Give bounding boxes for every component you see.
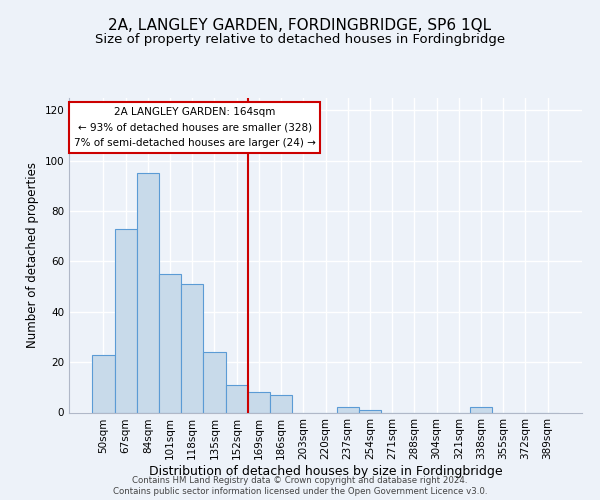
Bar bbox=[115, 228, 137, 412]
Bar bbox=[181, 284, 203, 412]
Bar bbox=[137, 173, 159, 412]
Bar bbox=[359, 410, 381, 412]
Bar bbox=[159, 274, 181, 412]
Text: Contains HM Land Registry data © Crown copyright and database right 2024.: Contains HM Land Registry data © Crown c… bbox=[132, 476, 468, 485]
Bar bbox=[248, 392, 270, 412]
Bar bbox=[226, 385, 248, 412]
Bar bbox=[270, 395, 292, 412]
Y-axis label: Number of detached properties: Number of detached properties bbox=[26, 162, 39, 348]
Bar bbox=[337, 408, 359, 412]
Bar bbox=[203, 352, 226, 412]
Text: 2A LANGLEY GARDEN: 164sqm
← 93% of detached houses are smaller (328)
7% of semi-: 2A LANGLEY GARDEN: 164sqm ← 93% of detac… bbox=[74, 107, 316, 148]
Text: 2A, LANGLEY GARDEN, FORDINGBRIDGE, SP6 1QL: 2A, LANGLEY GARDEN, FORDINGBRIDGE, SP6 1… bbox=[109, 18, 491, 32]
Text: Size of property relative to detached houses in Fordingbridge: Size of property relative to detached ho… bbox=[95, 32, 505, 46]
Bar bbox=[92, 354, 115, 412]
X-axis label: Distribution of detached houses by size in Fordingbridge: Distribution of detached houses by size … bbox=[149, 465, 502, 478]
Text: Contains public sector information licensed under the Open Government Licence v3: Contains public sector information licen… bbox=[113, 488, 487, 496]
Bar bbox=[470, 408, 492, 412]
